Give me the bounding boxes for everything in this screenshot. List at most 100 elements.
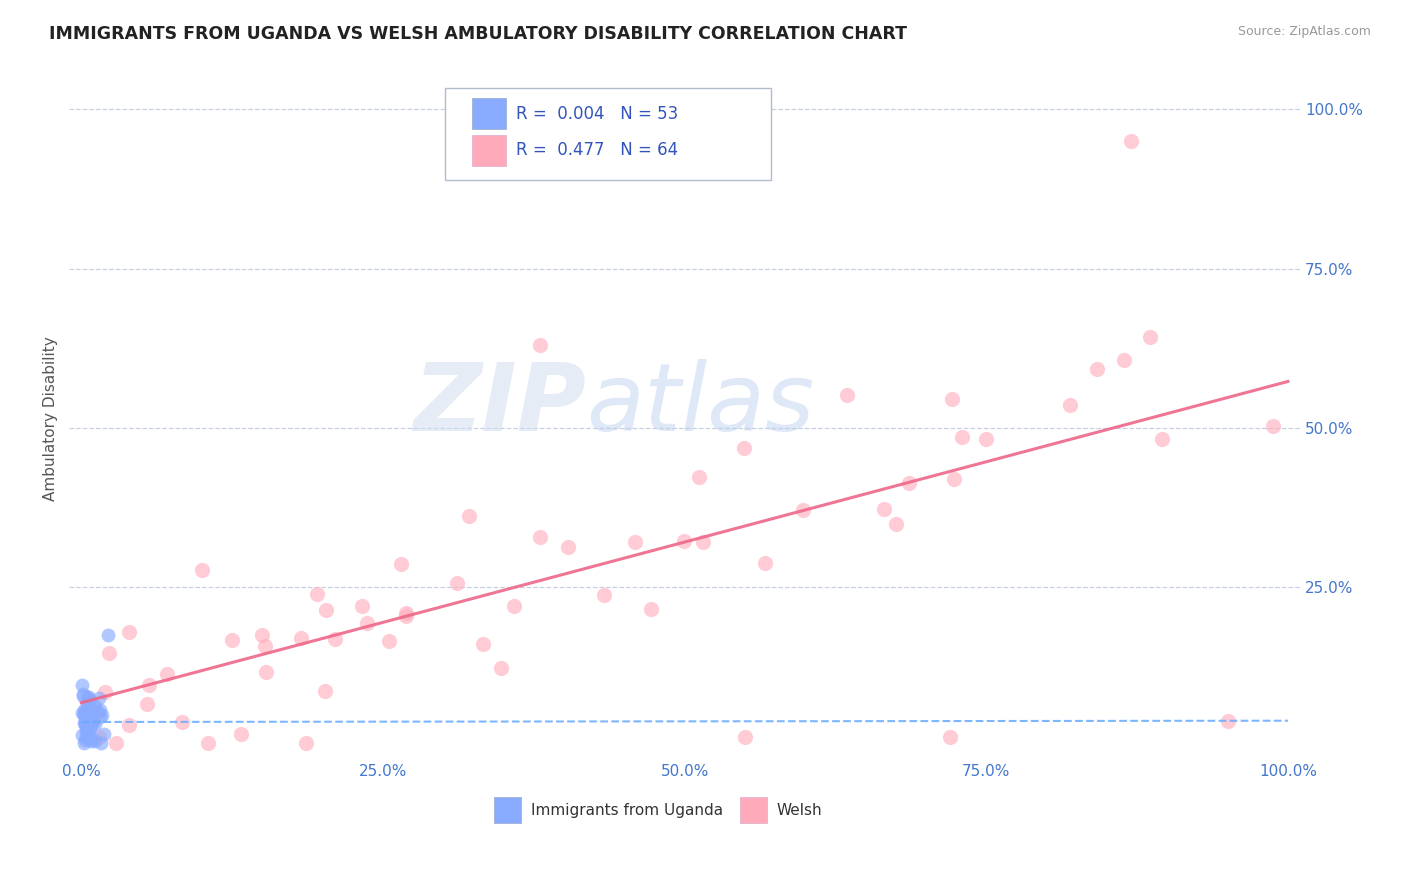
Point bbox=[886, 516, 908, 531]
Point bbox=[624, 535, 647, 549]
Point bbox=[229, 727, 252, 741]
Point bbox=[84, 716, 107, 731]
Bar bbox=[494, 797, 522, 823]
Point bbox=[389, 557, 412, 571]
Point bbox=[89, 709, 111, 723]
Point bbox=[75, 712, 97, 726]
Point bbox=[98, 646, 121, 660]
Point bbox=[77, 720, 100, 734]
Point bbox=[83, 734, 105, 748]
Point bbox=[82, 714, 104, 729]
Point bbox=[76, 695, 98, 709]
Point bbox=[253, 639, 276, 653]
Point bbox=[97, 628, 120, 642]
Point bbox=[733, 441, 755, 455]
Point bbox=[80, 732, 103, 747]
Point bbox=[80, 734, 103, 748]
Point bbox=[87, 731, 110, 745]
Point bbox=[191, 563, 214, 577]
Point bbox=[104, 736, 127, 750]
Text: Welsh: Welsh bbox=[778, 803, 823, 818]
Text: atlas: atlas bbox=[586, 359, 814, 450]
Point bbox=[118, 718, 141, 732]
Point bbox=[75, 718, 97, 732]
FancyBboxPatch shape bbox=[444, 87, 770, 179]
Point bbox=[688, 470, 710, 484]
Point bbox=[1139, 330, 1161, 344]
Point bbox=[75, 716, 97, 731]
Point bbox=[974, 432, 997, 446]
Point bbox=[73, 707, 96, 722]
Point bbox=[1261, 418, 1284, 433]
Point bbox=[138, 678, 160, 692]
Point bbox=[792, 502, 814, 516]
Point bbox=[80, 715, 103, 730]
Point bbox=[80, 703, 103, 717]
Point bbox=[76, 715, 98, 730]
Point bbox=[471, 637, 494, 651]
Point bbox=[939, 730, 962, 744]
Point bbox=[734, 730, 756, 744]
Point bbox=[1216, 714, 1239, 728]
Point bbox=[117, 624, 139, 639]
Point bbox=[295, 736, 318, 750]
Point bbox=[84, 699, 107, 714]
Point bbox=[458, 508, 481, 523]
Point bbox=[136, 697, 159, 711]
Point bbox=[90, 736, 112, 750]
Point bbox=[89, 690, 111, 705]
Point bbox=[489, 661, 512, 675]
Point bbox=[75, 720, 97, 734]
Text: R =  0.004   N = 53: R = 0.004 N = 53 bbox=[516, 104, 678, 122]
Point bbox=[77, 690, 100, 704]
Point bbox=[77, 706, 100, 720]
Point bbox=[89, 703, 111, 717]
Point bbox=[941, 392, 963, 407]
Point bbox=[156, 667, 179, 681]
Point bbox=[172, 714, 194, 729]
Point bbox=[315, 603, 337, 617]
Point bbox=[94, 684, 117, 698]
Point bbox=[254, 665, 277, 679]
Text: ZIP: ZIP bbox=[413, 359, 586, 450]
Bar bbox=[740, 797, 768, 823]
Point bbox=[290, 631, 312, 645]
Point bbox=[76, 718, 98, 732]
Point bbox=[378, 633, 401, 648]
Text: Immigrants from Uganda: Immigrants from Uganda bbox=[531, 803, 723, 818]
Bar bbox=[471, 135, 506, 166]
Point bbox=[75, 724, 97, 739]
Point bbox=[250, 628, 273, 642]
Point bbox=[77, 690, 100, 704]
Point bbox=[73, 717, 96, 731]
Point bbox=[72, 707, 94, 722]
Point bbox=[942, 472, 965, 486]
Point bbox=[592, 589, 614, 603]
Point bbox=[503, 599, 526, 613]
Y-axis label: Ambulatory Disability: Ambulatory Disability bbox=[44, 335, 58, 500]
Point bbox=[75, 731, 97, 745]
Point bbox=[754, 556, 776, 570]
Point bbox=[73, 714, 96, 728]
Text: IMMIGRANTS FROM UGANDA VS WELSH AMBULATORY DISABILITY CORRELATION CHART: IMMIGRANTS FROM UGANDA VS WELSH AMBULATO… bbox=[49, 25, 907, 43]
Point bbox=[197, 736, 219, 750]
Point bbox=[1085, 361, 1108, 376]
Point bbox=[835, 388, 858, 402]
Point bbox=[73, 736, 96, 750]
Point bbox=[395, 606, 418, 620]
Point bbox=[79, 718, 101, 732]
Point bbox=[640, 601, 662, 615]
Point bbox=[672, 534, 695, 549]
Point bbox=[950, 430, 973, 444]
Point bbox=[1059, 398, 1081, 412]
Point bbox=[1119, 134, 1142, 148]
Point bbox=[79, 707, 101, 722]
Point bbox=[356, 615, 378, 630]
Point bbox=[87, 705, 110, 719]
Point bbox=[79, 721, 101, 735]
Point bbox=[70, 706, 93, 720]
Point bbox=[529, 530, 551, 544]
Text: R =  0.477   N = 64: R = 0.477 N = 64 bbox=[516, 141, 678, 160]
Point bbox=[70, 678, 93, 692]
Point bbox=[80, 718, 103, 732]
